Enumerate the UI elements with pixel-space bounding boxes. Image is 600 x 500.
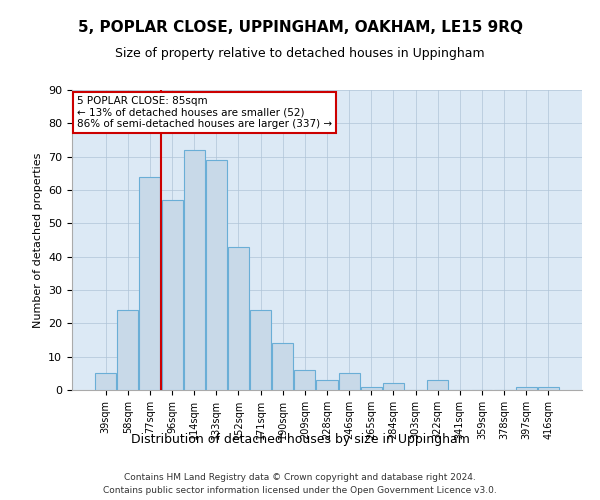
Text: Size of property relative to detached houses in Uppingham: Size of property relative to detached ho…	[115, 48, 485, 60]
Bar	[338, 374, 359, 390]
Bar	[383, 384, 404, 390]
Text: 5, POPLAR CLOSE, UPPINGHAM, OAKHAM, LE15 9RQ: 5, POPLAR CLOSE, UPPINGHAM, OAKHAM, LE15…	[77, 20, 523, 35]
Y-axis label: Number of detached properties: Number of detached properties	[32, 152, 43, 328]
Bar	[272, 344, 293, 390]
Text: 5 POPLAR CLOSE: 85sqm
← 13% of detached houses are smaller (52)
86% of semi-deta: 5 POPLAR CLOSE: 85sqm ← 13% of detached …	[77, 96, 332, 129]
Bar	[295, 370, 316, 390]
Bar	[95, 374, 116, 390]
Bar	[161, 200, 182, 390]
Text: Contains public sector information licensed under the Open Government Licence v3: Contains public sector information licen…	[103, 486, 497, 495]
Bar	[538, 386, 559, 390]
Bar	[206, 160, 227, 390]
Bar	[184, 150, 205, 390]
Text: Distribution of detached houses by size in Uppingham: Distribution of detached houses by size …	[131, 432, 469, 446]
Bar	[316, 380, 338, 390]
Bar	[427, 380, 448, 390]
Bar	[118, 310, 139, 390]
Bar	[515, 386, 536, 390]
Bar	[228, 246, 249, 390]
Bar	[361, 386, 382, 390]
Text: Contains HM Land Registry data © Crown copyright and database right 2024.: Contains HM Land Registry data © Crown c…	[124, 472, 476, 482]
Bar	[250, 310, 271, 390]
Bar	[139, 176, 160, 390]
